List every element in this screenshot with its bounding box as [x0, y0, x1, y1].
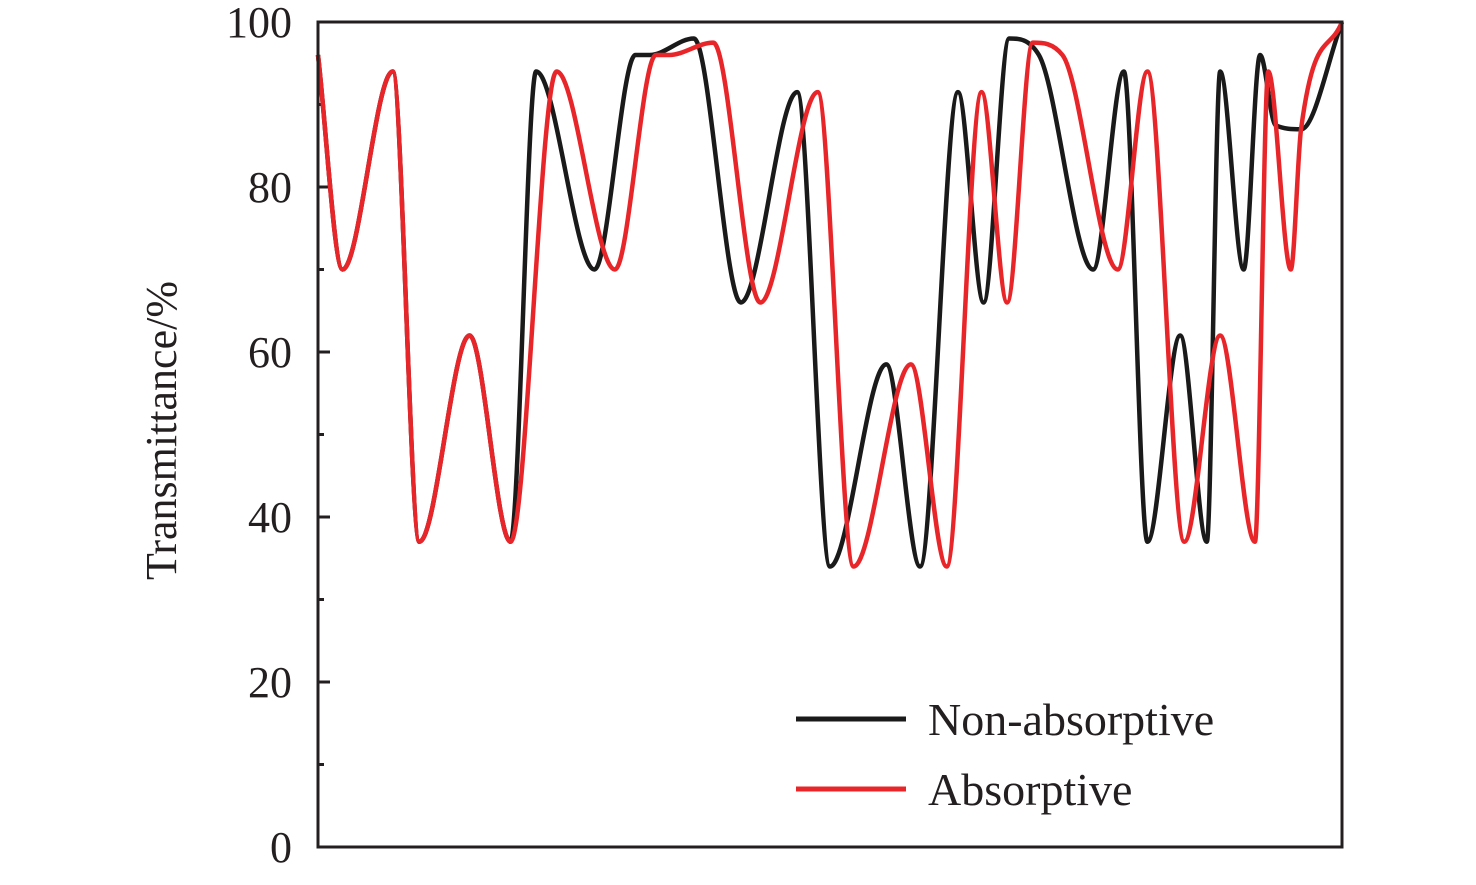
- y-tick-label: 0: [270, 823, 292, 872]
- y-axis-label: Transmittance/%: [137, 281, 186, 580]
- y-tick-label: 80: [248, 163, 292, 212]
- legend-label: Absorptive: [928, 764, 1132, 815]
- y-tick-label: 100: [226, 0, 292, 47]
- series-line-non-absorptive: [315, 21, 1345, 569]
- y-tick-label: 20: [248, 658, 292, 707]
- legend-label: Non-absorptive: [928, 694, 1214, 745]
- plot-frame: [316, 20, 1344, 849]
- y-axis-tick-labels: 0 20 40 60 80 100: [226, 0, 292, 872]
- y-tick-label: 40: [248, 493, 292, 542]
- series-lines: [315, 21, 1345, 569]
- legend: Non-absorptive Absorptive: [796, 694, 1214, 815]
- series-line-absorptive: [315, 21, 1345, 569]
- y-tick-label: 60: [248, 328, 292, 377]
